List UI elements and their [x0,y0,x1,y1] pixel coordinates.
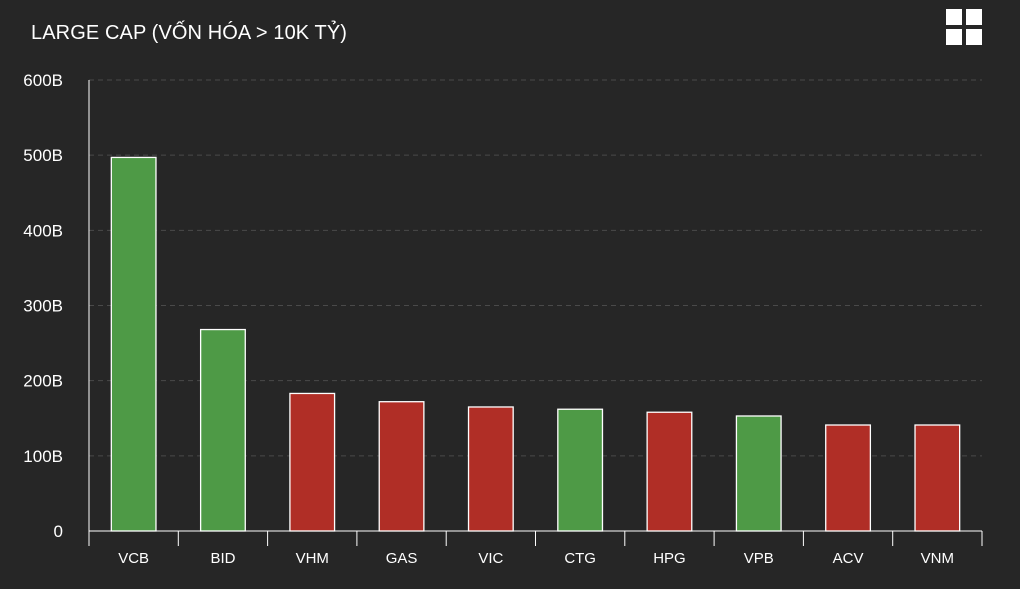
y-tick-label: 600B [23,71,63,90]
bar-vpb [735,415,782,532]
bar-vnm [914,424,961,532]
x-tick-label: VHM [296,550,329,567]
x-tick-label: BID [210,550,235,567]
y-tick-label: 200B [23,372,63,391]
bar-gas [378,401,425,532]
y-tick-label: 400B [23,221,63,240]
x-tick-label: VIC [478,550,503,567]
bar-acv [825,424,872,532]
bar-vic [467,406,514,532]
grid-menu-icon[interactable] [946,9,982,45]
y-tick-label: 0 [54,522,63,541]
bar-vhm [289,392,336,532]
y-tick-label: 500B [23,146,63,165]
bar-bid [199,328,246,532]
chart-title: LARGE CAP (VỐN HÓA > 10K TỶ) [31,22,348,44]
x-tick-label: VCB [118,550,149,567]
y-tick-label: 300B [23,297,63,316]
x-tick-label: GAS [386,550,418,567]
grid-icon-cell [966,29,982,45]
grid-icon-cell [946,9,962,25]
x-tick-label: ACV [833,550,864,567]
bar-vcb [110,156,157,532]
y-tick-label: 100B [23,447,63,466]
grid-icon-cell [966,9,982,25]
bar-hpg [646,411,693,532]
x-tick-label: HPG [653,550,686,567]
x-tick-label: VPB [744,550,774,567]
x-tick-label: CTG [564,550,596,567]
bar-ctg [557,408,604,532]
x-tick-label: VNM [921,550,954,567]
grid-icon-cell [946,29,962,45]
